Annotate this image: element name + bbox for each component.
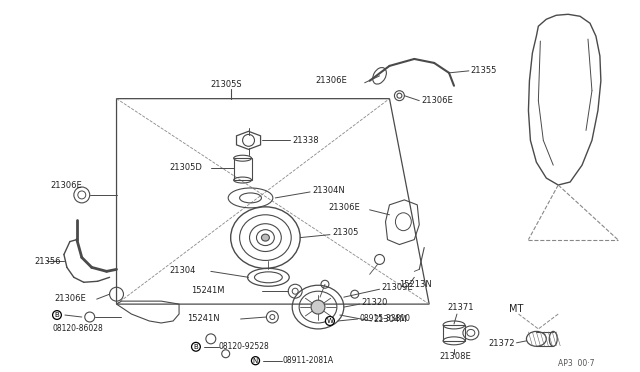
Text: 21304M: 21304M	[374, 315, 407, 324]
Text: 21309E: 21309E	[381, 283, 413, 292]
Text: 21306E: 21306E	[50, 180, 82, 189]
Text: 21304: 21304	[169, 266, 195, 275]
Text: 15213N: 15213N	[399, 280, 432, 289]
Text: 21338: 21338	[292, 136, 319, 145]
Text: 21372: 21372	[489, 339, 515, 348]
Text: 21371: 21371	[447, 302, 474, 312]
Circle shape	[311, 300, 325, 314]
Text: 08120-86028: 08120-86028	[52, 324, 103, 333]
Text: 08911-2081A: 08911-2081A	[282, 356, 333, 365]
Text: MT: MT	[509, 304, 523, 314]
Text: 21306E: 21306E	[421, 96, 453, 105]
Text: W: W	[326, 318, 333, 324]
Text: 21308E: 21308E	[439, 352, 471, 361]
Text: 21306E: 21306E	[315, 76, 347, 85]
Text: B: B	[193, 344, 198, 350]
Text: 15241M: 15241M	[191, 286, 225, 295]
Text: 21320: 21320	[362, 298, 388, 307]
Text: 21355: 21355	[471, 66, 497, 76]
Text: 15241N: 15241N	[187, 314, 220, 324]
Text: 08915-33810: 08915-33810	[360, 314, 411, 324]
Text: 08120-92528: 08120-92528	[219, 342, 269, 351]
Text: 21306E: 21306E	[54, 294, 86, 303]
Text: 21305: 21305	[332, 228, 358, 237]
Bar	[443, 325, 465, 341]
Text: B: B	[54, 312, 60, 318]
Text: 21356: 21356	[34, 257, 61, 266]
Text: 21304N: 21304N	[312, 186, 345, 195]
Text: N: N	[253, 358, 258, 364]
Text: AP3  00·7: AP3 00·7	[558, 359, 595, 368]
Text: 21305S: 21305S	[211, 80, 243, 89]
Text: 21306E: 21306E	[328, 203, 360, 212]
Bar	[234, 158, 252, 180]
Text: 21305D: 21305D	[169, 163, 202, 171]
Ellipse shape	[262, 234, 269, 241]
